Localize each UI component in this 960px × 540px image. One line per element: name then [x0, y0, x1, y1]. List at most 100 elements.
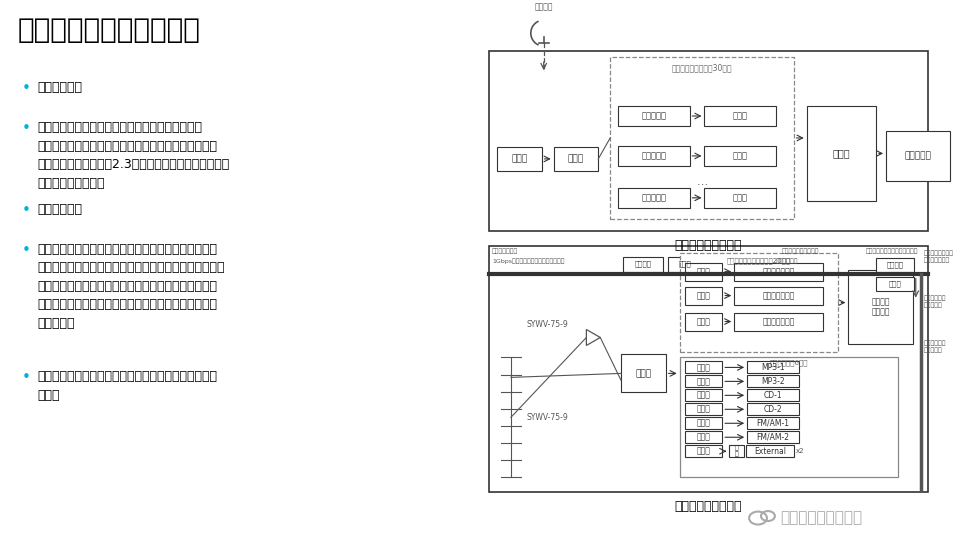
- Text: 卫星电视节目: 卫星电视节目: [37, 81, 83, 94]
- Bar: [876, 276, 914, 291]
- Text: 有线电视节目: 有线电视节目: [37, 203, 83, 216]
- Bar: [623, 256, 662, 272]
- Bar: [876, 258, 914, 272]
- Text: 本地节目编解码器设备共20套。: 本地节目编解码器设备共20套。: [727, 258, 791, 264]
- Text: 调制器: 调制器: [697, 405, 710, 414]
- Text: FM/AM-1: FM/AM-1: [756, 419, 789, 428]
- Text: 有线电视进线: 有线电视进线: [776, 259, 798, 265]
- Text: MP3-2: MP3-2: [761, 377, 784, 386]
- Text: 有线电视节目信号通过光缆送入有线电视机房，信号节
目通过解码、调制、混合后送入有线电视分支分配网络。
终端面板处只要安装电视机既可以观看已解码的节目，
这种方式: 有线电视节目信号通过光缆送入有线电视机房，信号节 目通过解码、调制、混合后送入有…: [37, 242, 226, 330]
- Text: 公众号・肉眼品世界: 公众号・肉眼品世界: [780, 510, 862, 525]
- Text: 调制器: 调制器: [697, 377, 710, 386]
- Bar: [554, 147, 598, 171]
- Bar: [680, 253, 838, 353]
- Bar: [746, 445, 794, 457]
- Bar: [611, 57, 794, 219]
- Text: 放大器: 放大器: [889, 280, 901, 287]
- Bar: [747, 431, 799, 443]
- Text: 调制器: 调制器: [697, 291, 710, 300]
- Bar: [747, 375, 799, 387]
- Bar: [684, 445, 722, 457]
- Bar: [684, 313, 722, 330]
- Text: 业主有线频道节点设备: 业主有线频道节点设备: [781, 249, 819, 254]
- Text: 混合器: 混合器: [636, 369, 652, 378]
- Text: 光电转换器: 光电转换器: [905, 151, 932, 160]
- Bar: [618, 188, 689, 208]
- Bar: [490, 51, 927, 231]
- Bar: [621, 354, 665, 393]
- Text: 业绩线电视管道过管道终端装置: 业绩线电视管道过管道终端装置: [866, 249, 919, 254]
- Bar: [806, 106, 876, 201]
- Text: 光收机: 光收机: [679, 261, 691, 267]
- Text: 调制器: 调制器: [697, 433, 710, 442]
- Text: 业主节地间隔
装备及安装: 业主节地间隔 装备及安装: [924, 341, 947, 353]
- Text: 混合器: 混合器: [832, 148, 851, 158]
- Text: External: External: [754, 447, 786, 456]
- Text: 功分器: 功分器: [568, 154, 584, 164]
- Text: •: •: [22, 242, 31, 258]
- Bar: [849, 269, 913, 345]
- Text: 卫星接收器: 卫星接收器: [641, 151, 666, 160]
- Bar: [730, 445, 744, 457]
- Text: 有线电视机顶盒: 有线电视机顶盒: [762, 267, 795, 276]
- Bar: [684, 375, 722, 387]
- Text: 调制器: 调制器: [697, 391, 710, 400]
- Bar: [734, 262, 824, 281]
- Bar: [684, 403, 722, 415]
- Bar: [684, 287, 722, 305]
- Bar: [747, 361, 799, 373]
- Bar: [747, 417, 799, 429]
- Text: 卫星及有线电视系统设计: 卫星及有线电视系统设计: [18, 16, 201, 44]
- Text: 卫星接收器: 卫星接收器: [641, 112, 666, 120]
- Text: 有线电视
中央设备: 有线电视 中央设备: [872, 298, 890, 317]
- Text: 光接收器: 光接收器: [886, 261, 903, 268]
- Text: 业主有线电视管道
进管装备及安装: 业主有线电视管道 进管装备及安装: [924, 251, 953, 264]
- Text: 有线电视机顶盒: 有线电视机顶盒: [762, 291, 795, 300]
- Text: 调制器: 调制器: [697, 267, 710, 276]
- Bar: [747, 389, 799, 401]
- Text: 光发射机: 光发射机: [635, 261, 652, 267]
- Text: 卫星接收器: 卫星接收器: [641, 193, 666, 202]
- Text: 调制器: 调制器: [697, 363, 710, 372]
- Text: 节目编解码器设备共30套。: 节目编解码器设备共30套。: [672, 63, 732, 72]
- Bar: [684, 417, 722, 429]
- Text: 调制器: 调制器: [697, 419, 710, 428]
- Bar: [705, 188, 776, 208]
- Text: 有线电视交接箱: 有线电视交接箱: [492, 249, 518, 254]
- Bar: [734, 287, 824, 305]
- Bar: [734, 313, 824, 330]
- Text: FM/AM-2: FM/AM-2: [756, 433, 789, 442]
- Bar: [705, 106, 776, 126]
- Text: 采
样: 采 样: [734, 445, 738, 457]
- Text: 业主节地间隔
装备及安装: 业主节地间隔 装备及安装: [924, 295, 947, 308]
- Text: 卫星电视节目一般由重庆有线电视服务供应商提供
如公寓要求自行安装，则需与当地有关部门申请协调。
设计可预留一台直径约2.3米的卫星天线于公寓平台处以
接收卫星电: 卫星电视节目一般由重庆有线电视服务供应商提供 如公寓要求自行安装，则需与当地有关…: [37, 121, 230, 190]
- Text: CD-2: CD-2: [763, 405, 782, 414]
- Text: 调制器: 调制器: [697, 317, 710, 326]
- Text: SYWV-75-9: SYWV-75-9: [527, 413, 568, 422]
- Bar: [618, 146, 689, 166]
- Text: •: •: [22, 370, 31, 386]
- Text: SYWV-75-9: SYWV-75-9: [527, 320, 568, 329]
- Text: …: …: [696, 177, 708, 187]
- Bar: [497, 147, 541, 171]
- Text: 卫星天线: 卫星天线: [535, 2, 553, 11]
- Bar: [668, 256, 703, 272]
- Text: 重庆节目源共6套。: 重庆节目源共6套。: [770, 360, 808, 366]
- Text: CD-1: CD-1: [763, 391, 782, 400]
- Text: 调制器: 调制器: [732, 193, 748, 202]
- Bar: [680, 357, 898, 477]
- Text: 调制器: 调制器: [732, 112, 748, 120]
- Bar: [490, 246, 927, 492]
- Bar: [705, 146, 776, 166]
- Text: 有线电视典型系统图: 有线电视典型系统图: [675, 500, 742, 513]
- Bar: [747, 403, 799, 415]
- Text: 卫星电视典型系统图: 卫星电视典型系统图: [675, 239, 742, 252]
- Text: 调制器: 调制器: [697, 447, 710, 456]
- Text: •: •: [22, 121, 31, 136]
- Text: x2: x2: [796, 448, 804, 454]
- Bar: [886, 131, 950, 181]
- Text: 调制器: 调制器: [732, 151, 748, 160]
- Text: •: •: [22, 203, 31, 218]
- Text: 有线电视机顶盒: 有线电视机顶盒: [762, 317, 795, 326]
- Text: 1Gbps的光纤链路来自下层有线电视号: 1Gbps的光纤链路来自下层有线电视号: [492, 259, 564, 264]
